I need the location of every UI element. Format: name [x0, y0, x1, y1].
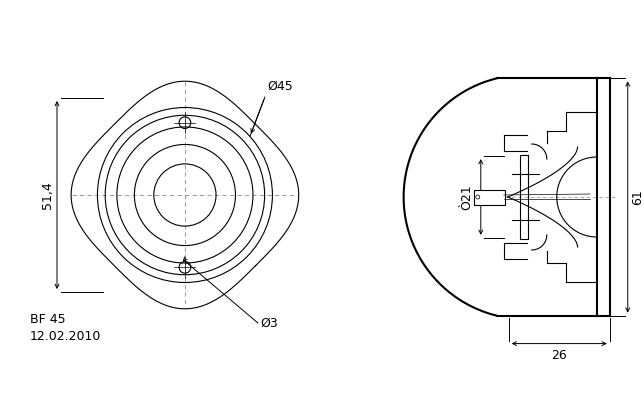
Text: 51,4: 51,4	[41, 181, 53, 209]
Text: 12.02.2010: 12.02.2010	[30, 330, 101, 344]
Text: Ø3: Ø3	[260, 316, 278, 330]
Text: Ò21: Ò21	[460, 184, 473, 210]
Text: 61: 61	[631, 189, 644, 205]
Text: BF 45: BF 45	[30, 314, 66, 326]
Bar	[474, 190, 505, 205]
Text: 26: 26	[551, 349, 567, 362]
Text: Ø45: Ø45	[267, 80, 292, 93]
